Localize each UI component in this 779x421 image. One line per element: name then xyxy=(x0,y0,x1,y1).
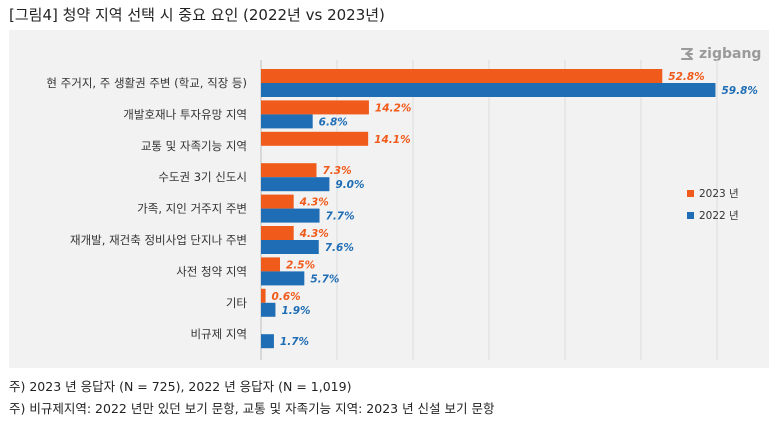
data-label: 4.3% xyxy=(299,197,329,209)
bar-chart: 현 주거지, 주 생활권 주변 (학교, 직장 등) 52.8% 59.8% 개발호재… xyxy=(46,60,758,360)
bar xyxy=(261,163,317,178)
bar xyxy=(261,131,369,146)
bar xyxy=(261,334,274,349)
data-label: 7.3% xyxy=(322,165,351,177)
bar xyxy=(261,288,266,303)
data-label: 52.8% xyxy=(668,71,704,83)
category-label: 가족, 지인 거주지 주변 xyxy=(137,202,247,216)
category-label: 비규제 지역 xyxy=(190,327,247,341)
legend-swatch xyxy=(687,190,694,197)
category-label: 개발호재나 투자유망 지역 xyxy=(123,107,247,121)
data-label: 2.5% xyxy=(286,259,315,271)
bar xyxy=(261,257,280,272)
data-label: 6.8% xyxy=(319,116,348,128)
zigbang-logo: zigbang xyxy=(679,46,761,62)
bar xyxy=(261,100,369,115)
figure-title: [그림4] 청약 지역 선택 시 중요 요인 (2022년 vs 2023년) xyxy=(9,6,385,24)
data-label: 1.9% xyxy=(281,305,310,317)
logo-text: zigbang xyxy=(699,46,762,62)
data-label: 7.6% xyxy=(325,242,354,254)
bar xyxy=(261,83,716,97)
bar xyxy=(261,69,663,83)
footnote-options: 주) 비규제지역: 2022 년만 있던 보기 문항, 교통 및 자족기능 지역… xyxy=(9,401,495,416)
data-label: 59.8% xyxy=(721,85,757,97)
category-label: 현 주거지, 주 생활권 주변 (학교, 직장 등) xyxy=(46,76,247,90)
data-label: 4.3% xyxy=(299,228,329,240)
bar xyxy=(261,114,313,129)
data-label: 9.0% xyxy=(335,179,364,191)
legend-label: 2022 년 xyxy=(699,210,739,222)
category-label: 재개발, 재건축 정비사업 단지나 주변 xyxy=(70,233,247,247)
category-label: 기타 xyxy=(226,296,248,310)
data-label: 14.2% xyxy=(375,102,411,114)
bar xyxy=(261,271,305,286)
data-label: 7.7% xyxy=(326,211,355,223)
data-label: 1.7% xyxy=(280,336,309,348)
footnote-respondents: 주) 2023 년 응답자 (N = 725), 2022 년 응답자 (N =… xyxy=(9,379,352,394)
legend-label: 2023 년 xyxy=(699,188,739,200)
bar xyxy=(261,240,319,254)
zigbang-logo-icon xyxy=(681,48,693,60)
category-label: 교통 및 자족기능 지역 xyxy=(141,139,247,153)
bar xyxy=(261,226,294,240)
data-label: 5.7% xyxy=(310,273,339,285)
bar xyxy=(261,208,320,223)
data-label: 14.1% xyxy=(374,134,410,146)
data-label: 0.6% xyxy=(272,291,301,303)
bar xyxy=(261,302,276,317)
bar xyxy=(261,194,294,209)
category-label: 사전 청약 지역 xyxy=(176,264,247,278)
chart-panel: zigbang 현 주거지, 주 생활권 주변 (학교, 직장 등) 52.8% 5… xyxy=(9,30,769,368)
category-label: 수도권 3기 신도시 xyxy=(158,170,247,184)
legend-swatch xyxy=(687,212,694,219)
bar xyxy=(261,177,330,192)
